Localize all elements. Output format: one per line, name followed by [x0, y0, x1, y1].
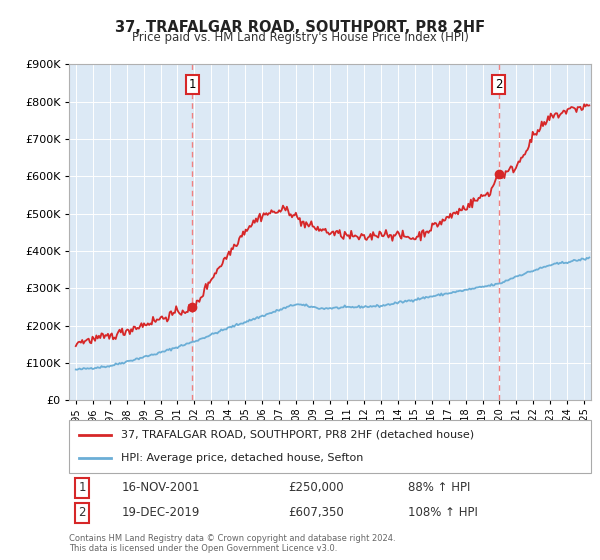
FancyBboxPatch shape — [69, 420, 591, 473]
Text: £250,000: £250,000 — [288, 481, 344, 494]
Text: 88% ↑ HPI: 88% ↑ HPI — [409, 481, 470, 494]
Text: Price paid vs. HM Land Registry's House Price Index (HPI): Price paid vs. HM Land Registry's House … — [131, 31, 469, 44]
Text: 2: 2 — [495, 78, 503, 91]
Text: 108% ↑ HPI: 108% ↑ HPI — [409, 506, 478, 520]
Text: 19-DEC-2019: 19-DEC-2019 — [121, 506, 200, 520]
Text: 1: 1 — [188, 78, 196, 91]
Text: 37, TRAFALGAR ROAD, SOUTHPORT, PR8 2HF: 37, TRAFALGAR ROAD, SOUTHPORT, PR8 2HF — [115, 20, 485, 35]
Text: 37, TRAFALGAR ROAD, SOUTHPORT, PR8 2HF (detached house): 37, TRAFALGAR ROAD, SOUTHPORT, PR8 2HF (… — [121, 430, 475, 440]
Text: 2: 2 — [78, 506, 86, 520]
Text: 1: 1 — [78, 481, 86, 494]
Text: Contains HM Land Registry data © Crown copyright and database right 2024.
This d: Contains HM Land Registry data © Crown c… — [69, 534, 395, 553]
Text: £607,350: £607,350 — [288, 506, 344, 520]
Text: 16-NOV-2001: 16-NOV-2001 — [121, 481, 200, 494]
Text: HPI: Average price, detached house, Sefton: HPI: Average price, detached house, Seft… — [121, 453, 364, 463]
